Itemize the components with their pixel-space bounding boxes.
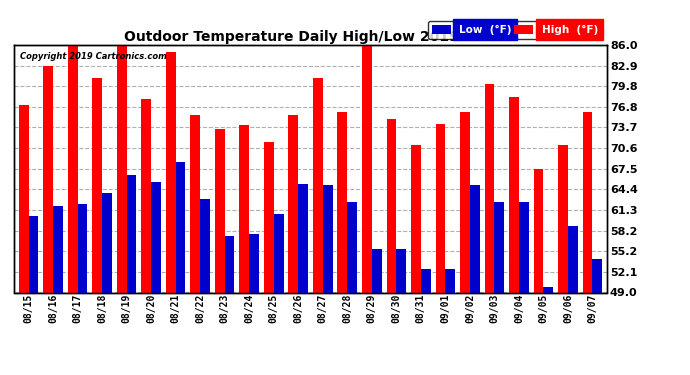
Bar	[43, 66, 53, 375]
Bar	[141, 99, 151, 375]
Bar	[558, 146, 568, 375]
Bar	[593, 259, 602, 375]
Bar	[362, 45, 372, 375]
Bar	[77, 204, 88, 375]
Bar	[533, 169, 544, 375]
Bar	[495, 202, 504, 375]
Bar	[53, 206, 63, 375]
Title: Outdoor Temperature Daily High/Low 20190908: Outdoor Temperature Daily High/Low 20190…	[124, 30, 497, 44]
Bar	[421, 269, 431, 375]
Bar	[190, 115, 200, 375]
Bar	[347, 202, 357, 375]
Bar	[337, 112, 347, 375]
Bar	[126, 176, 137, 375]
Bar	[445, 269, 455, 375]
Bar	[68, 45, 77, 375]
Bar	[460, 112, 470, 375]
Bar	[264, 142, 274, 375]
Bar	[484, 84, 495, 375]
Bar	[102, 194, 112, 375]
Bar	[19, 105, 28, 375]
Bar	[323, 186, 333, 375]
Bar	[117, 45, 126, 375]
Bar	[239, 125, 249, 375]
Bar	[176, 162, 186, 375]
Bar	[274, 214, 284, 375]
Bar	[470, 186, 480, 375]
Bar	[509, 96, 519, 375]
Bar	[166, 52, 176, 375]
Bar	[396, 249, 406, 375]
Bar	[225, 236, 235, 375]
Bar	[215, 129, 225, 375]
Bar	[435, 124, 445, 375]
Bar	[200, 199, 210, 375]
Bar	[519, 202, 529, 375]
Bar	[151, 182, 161, 375]
Bar	[313, 78, 323, 375]
Bar	[386, 118, 396, 375]
Bar	[28, 216, 39, 375]
Bar	[298, 184, 308, 375]
Bar	[411, 146, 421, 375]
Legend: Low  (°F), High  (°F): Low (°F), High (°F)	[428, 21, 602, 39]
Bar	[92, 78, 102, 375]
Text: Copyright 2019 Cartronics.com: Copyright 2019 Cartronics.com	[20, 53, 166, 62]
Bar	[582, 112, 593, 375]
Bar	[372, 249, 382, 375]
Bar	[288, 115, 298, 375]
Bar	[568, 226, 578, 375]
Bar	[544, 287, 553, 375]
Bar	[249, 234, 259, 375]
